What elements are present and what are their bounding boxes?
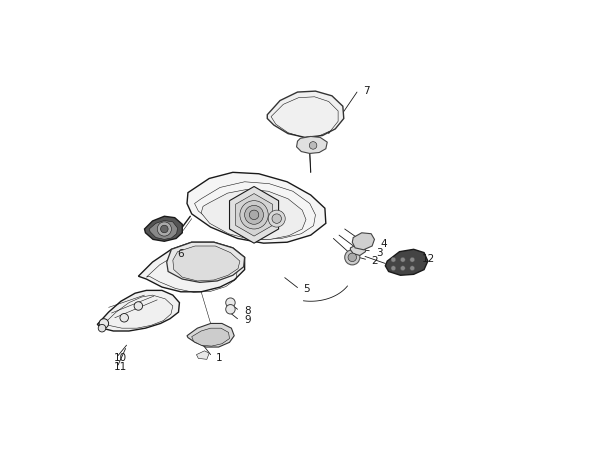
Polygon shape: [386, 249, 428, 276]
Polygon shape: [166, 242, 245, 282]
Polygon shape: [267, 91, 344, 137]
Circle shape: [226, 298, 235, 307]
Text: 6: 6: [177, 249, 184, 259]
Text: 12: 12: [422, 254, 435, 264]
Polygon shape: [138, 242, 245, 292]
Circle shape: [348, 253, 357, 262]
Text: 11: 11: [113, 362, 127, 372]
Polygon shape: [187, 172, 326, 243]
Circle shape: [391, 257, 396, 262]
Polygon shape: [236, 194, 272, 236]
Polygon shape: [187, 323, 234, 347]
Polygon shape: [173, 246, 240, 281]
Text: 5: 5: [304, 285, 310, 294]
Polygon shape: [351, 244, 365, 256]
Circle shape: [249, 210, 259, 219]
Text: 8: 8: [245, 306, 252, 316]
Polygon shape: [97, 290, 179, 331]
Polygon shape: [201, 190, 306, 239]
Polygon shape: [230, 187, 278, 243]
Text: 9: 9: [245, 315, 252, 325]
Text: 3: 3: [376, 247, 382, 257]
Circle shape: [99, 319, 108, 328]
Circle shape: [245, 205, 264, 224]
Polygon shape: [297, 136, 327, 153]
Circle shape: [309, 142, 317, 149]
Circle shape: [160, 225, 168, 233]
Text: 7: 7: [363, 86, 369, 96]
Circle shape: [134, 302, 143, 310]
Polygon shape: [149, 220, 177, 239]
Circle shape: [410, 257, 414, 262]
Circle shape: [345, 250, 360, 265]
Circle shape: [157, 222, 171, 236]
Text: 4: 4: [381, 239, 387, 249]
Circle shape: [400, 257, 405, 262]
Circle shape: [226, 304, 235, 314]
Circle shape: [240, 200, 268, 229]
Circle shape: [391, 266, 396, 271]
Circle shape: [272, 214, 282, 223]
Polygon shape: [353, 233, 375, 250]
Circle shape: [98, 324, 106, 332]
Text: 2: 2: [371, 256, 378, 266]
Circle shape: [410, 266, 414, 271]
Polygon shape: [196, 351, 209, 359]
Text: 10: 10: [113, 353, 127, 363]
Circle shape: [400, 266, 405, 271]
Text: 1: 1: [216, 353, 223, 363]
Polygon shape: [192, 328, 230, 346]
Polygon shape: [144, 216, 182, 241]
Circle shape: [268, 210, 285, 227]
Circle shape: [120, 314, 129, 322]
